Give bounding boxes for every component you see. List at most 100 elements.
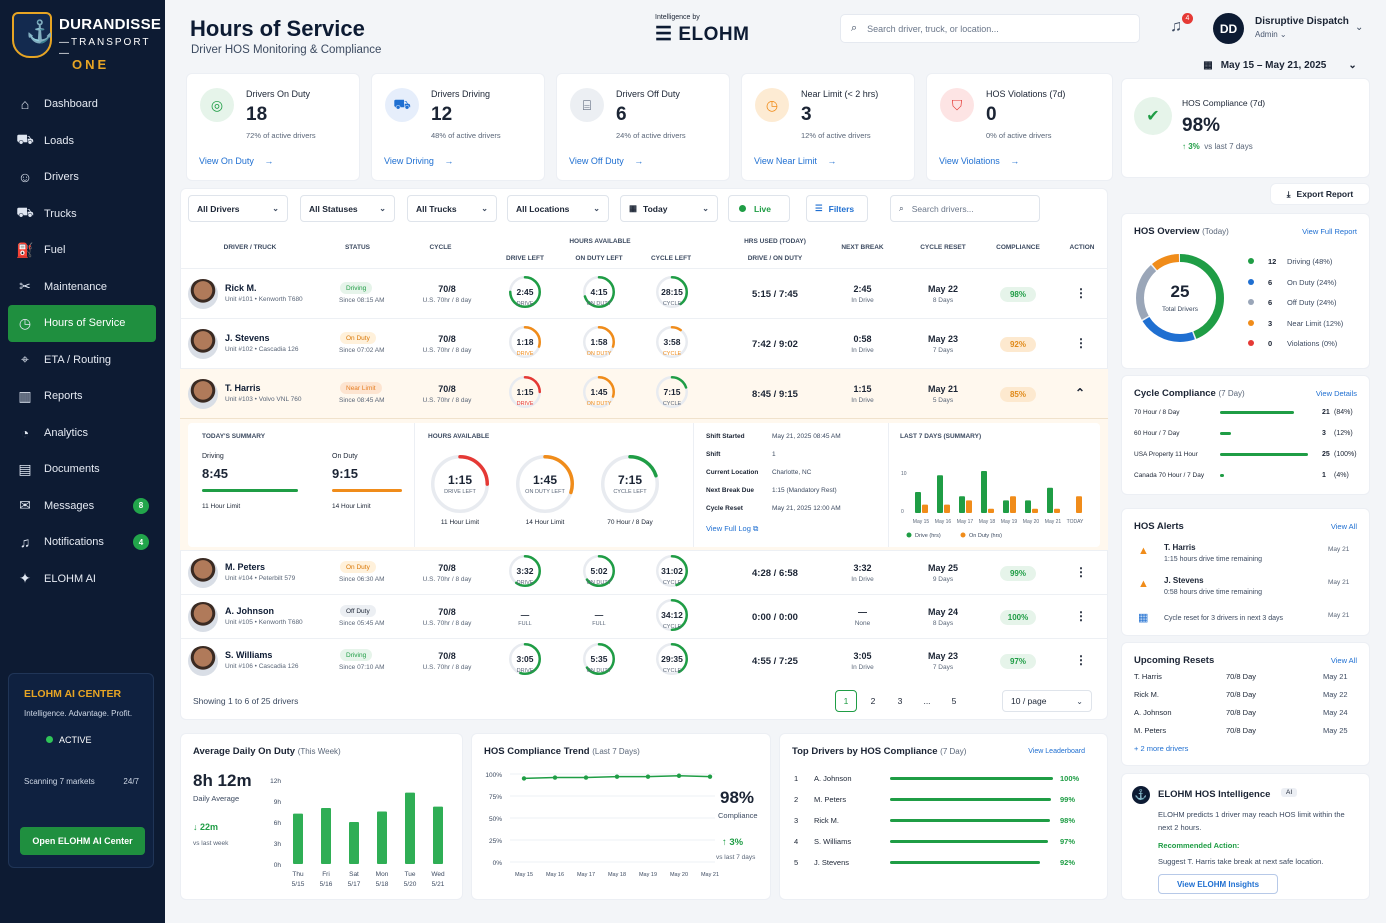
- driver-name[interactable]: S. Williams: [225, 650, 273, 660]
- driver-name[interactable]: M. Peters: [225, 562, 266, 572]
- compliance-bar: [890, 861, 1040, 864]
- compliance-badge: 92%: [1000, 337, 1036, 352]
- driver-name[interactable]: J. Stevens: [225, 333, 270, 343]
- view-full-report-link[interactable]: View Full Report: [1302, 227, 1357, 236]
- page-button[interactable]: 5: [951, 696, 957, 706]
- table-row[interactable]: A. Johnson Unit #105 • Kenworth T680 Off D…: [180, 594, 1108, 638]
- stat-link[interactable]: View Off Duty →: [569, 156, 643, 166]
- sidebar-item-notifications[interactable]: ♫ Notifications 4: [8, 524, 156, 561]
- page-button[interactable]: 1: [835, 690, 857, 712]
- search-input[interactable]: Search driver, truck, or location...: [867, 23, 999, 34]
- sidebar-item-label: Drivers: [44, 171, 79, 184]
- driver-name[interactable]: T. Harris: [225, 383, 261, 393]
- table-row[interactable]: M. Peters Unit #104 • Peterbilt 579 On Dut…: [180, 550, 1108, 594]
- global-search[interactable]: ⌕ Search driver, truck, or location...: [840, 14, 1140, 43]
- driver-name[interactable]: A. Johnson: [814, 774, 852, 783]
- sidebar-item-loads[interactable]: ⛟ Loads: [8, 123, 156, 160]
- status-badge: On Duty: [340, 332, 376, 344]
- more-vertical-icon[interactable]: ⋮: [1075, 336, 1087, 350]
- reset-driver[interactable]: A. Johnson: [1134, 708, 1172, 717]
- x-tick: 5/16: [320, 881, 333, 888]
- last7-title: LAST 7 DAYS (SUMMARY): [900, 433, 982, 440]
- sidebar-item-messages[interactable]: ✉ Messages 8: [8, 488, 156, 525]
- export-report-button[interactable]: ⤓ Export Report: [1270, 183, 1370, 205]
- sidebar-item-eta-routing[interactable]: ⌖ ETA / Routing: [8, 342, 156, 379]
- stat-link[interactable]: View On Duty →: [199, 156, 273, 166]
- open-ai-center-button[interactable]: Open ELOHM AI Center: [20, 827, 145, 855]
- user-role[interactable]: Admin ⌄: [1255, 30, 1287, 39]
- divider: [693, 423, 694, 547]
- date-filter[interactable]: ▦ Today ⌄: [620, 195, 718, 222]
- per-page-select[interactable]: 10 / page ⌄: [1002, 690, 1092, 712]
- drivers-filter[interactable]: All Drivers ⌄: [188, 195, 288, 222]
- sidebar-item-elohm-ai[interactable]: ✦ ELOHM AI: [8, 561, 156, 598]
- page-button[interactable]: 3: [897, 696, 903, 706]
- table-row[interactable]: S. Williams Unit #106 • Cascadia 126 Drivi…: [180, 638, 1108, 682]
- stat-link-label: View Off Duty: [569, 156, 624, 166]
- chevron-up-icon[interactable]: ⌃: [1075, 386, 1086, 400]
- view-full-log-link[interactable]: View Full Log ⧉: [706, 524, 758, 534]
- date-range-picker[interactable]: ▦ May 15 – May 21, 2025 ⌄: [1190, 53, 1370, 77]
- cycle-reset-sub: 8 Days: [932, 297, 954, 304]
- page-button[interactable]: 2: [870, 696, 876, 706]
- sidebar-item-drivers[interactable]: ☺ Drivers: [8, 159, 156, 196]
- more-vertical-icon[interactable]: ⋮: [1075, 609, 1087, 623]
- stat-link[interactable]: View Driving →: [384, 156, 453, 166]
- x-tick: 5/17: [348, 881, 361, 888]
- stat-value: 0: [986, 104, 997, 125]
- brand-logo[interactable]: ⚓ DURANDISSE —TRANSPORT— ONE: [12, 10, 162, 75]
- bell-icon[interactable]: ♫ 4: [1170, 13, 1193, 36]
- chevron-down-icon[interactable]: ⌄: [1355, 22, 1364, 33]
- sidebar-item-documents[interactable]: ▤ Documents: [8, 451, 156, 488]
- view-insights-button[interactable]: View ELOHM Insights: [1158, 874, 1278, 894]
- driver-name[interactable]: Rick M.: [225, 283, 257, 293]
- locations-filter[interactable]: All Locations ⌄: [507, 195, 609, 222]
- stat-link[interactable]: View Violations →: [939, 156, 1019, 166]
- driver-name[interactable]: Rick M.: [814, 816, 839, 825]
- trucks-filter[interactable]: All Trucks ⌄: [407, 195, 497, 222]
- sidebar-item-hours-of-service[interactable]: ◷ Hours of Service: [8, 305, 156, 342]
- more-vertical-icon[interactable]: ⋮: [1075, 286, 1087, 300]
- reset-driver[interactable]: M. Peters: [1134, 726, 1167, 735]
- user-name[interactable]: Disruptive Dispatch: [1255, 16, 1349, 27]
- intelligence-card: ⚓ ELOHM HOS Intelligence AI ELOHM predic…: [1121, 773, 1370, 900]
- view-details-link[interactable]: View Details: [1315, 389, 1357, 398]
- sidebar-item-analytics[interactable]: ◔ Analytics: [8, 415, 156, 452]
- stat-link[interactable]: View Near Limit →: [754, 156, 836, 166]
- more-vertical-icon[interactable]: ⋮: [1075, 565, 1087, 579]
- sidebar-item-reports[interactable]: ▥ Reports: [8, 378, 156, 415]
- cycle-reset: May 21: [927, 384, 959, 394]
- page-button[interactable]: ...: [923, 696, 931, 706]
- table-row[interactable]: T. Harris Unit #103 • Volvo VNL 760 Near L…: [180, 368, 1108, 418]
- sidebar-item-dashboard[interactable]: ⌂ Dashboard: [8, 86, 156, 123]
- more-vertical-icon[interactable]: ⋮: [1075, 653, 1087, 667]
- driver-name[interactable]: J. Stevens: [814, 858, 850, 867]
- alert-driver[interactable]: J. Stevens: [1164, 576, 1204, 585]
- driver-name[interactable]: M. Peters: [814, 795, 847, 804]
- status-filter[interactable]: All Statuses ⌄: [300, 195, 395, 222]
- driver-name[interactable]: A. Johnson: [225, 606, 274, 616]
- table-row[interactable]: J. Stevens Unit #102 • Cascadia 126 On Dut…: [180, 318, 1108, 368]
- driver-name[interactable]: S. Williams: [814, 837, 852, 846]
- reset-driver[interactable]: T. Harris: [1134, 672, 1162, 681]
- x-tick: May 18: [608, 872, 626, 878]
- progress-ring: [583, 326, 615, 358]
- alert-driver[interactable]: T. Harris: [1164, 543, 1196, 552]
- x-tick: May 20: [1023, 519, 1040, 525]
- view-leaderboard-link[interactable]: View Leaderboard: [1028, 748, 1085, 755]
- reset-driver[interactable]: Rick M.: [1134, 690, 1159, 699]
- table-row[interactable]: Rick M. Unit #101 • Kenworth T680 Driving S…: [180, 268, 1108, 318]
- sidebar-item-trucks[interactable]: ⛟ Trucks: [8, 196, 156, 233]
- driver-search-input[interactable]: Search drivers...: [911, 203, 974, 214]
- sidebar-item-fuel[interactable]: ⛽ Fuel: [8, 232, 156, 269]
- avg-card-period: (This Week): [297, 747, 341, 756]
- more-drivers-link[interactable]: + 2 more drivers: [1134, 744, 1189, 753]
- live-toggle[interactable]: Live: [728, 195, 790, 222]
- alerts-view-all-link[interactable]: View All: [1330, 522, 1357, 531]
- avatar[interactable]: DD: [1213, 13, 1244, 44]
- resets-view-all-link[interactable]: View All: [1330, 656, 1357, 665]
- sidebar-item-maintenance[interactable]: ✂ Maintenance: [8, 269, 156, 306]
- driver-search[interactable]: ⌕ Search drivers...: [890, 195, 1040, 222]
- filters-button[interactable]: ☰ Filters: [806, 195, 868, 222]
- stat-sub: 48% of active drivers: [431, 131, 501, 140]
